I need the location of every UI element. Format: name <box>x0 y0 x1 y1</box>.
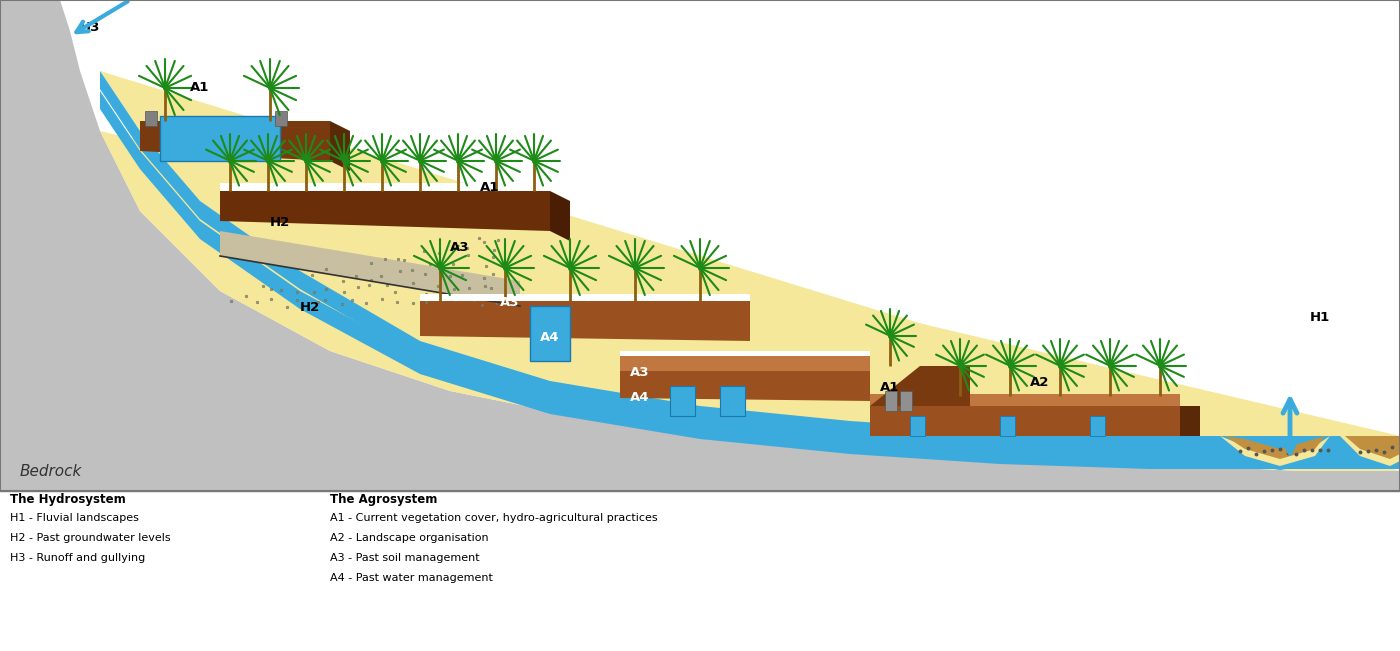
Text: The Hydrosystem: The Hydrosystem <box>10 493 126 506</box>
Polygon shape <box>1345 436 1400 459</box>
Bar <box>620 356 869 371</box>
Bar <box>910 416 925 436</box>
Text: A1: A1 <box>480 181 500 194</box>
Text: A3: A3 <box>449 241 469 254</box>
Text: A4: A4 <box>630 391 650 404</box>
Polygon shape <box>1225 436 1324 459</box>
Text: H3 - Runoff and gullying: H3 - Runoff and gullying <box>10 553 146 563</box>
Bar <box>1091 416 1105 436</box>
Bar <box>869 394 1180 406</box>
Polygon shape <box>140 121 330 161</box>
Polygon shape <box>620 371 869 401</box>
Text: A4 - Past water management: A4 - Past water management <box>330 573 493 583</box>
Bar <box>0 0 1400 491</box>
Bar <box>1000 416 1015 436</box>
Text: H1: H1 <box>1310 311 1330 324</box>
Text: H2 - Past groundwater levels: H2 - Past groundwater levels <box>10 533 171 543</box>
Polygon shape <box>1180 406 1200 436</box>
Polygon shape <box>1235 453 1324 470</box>
Text: A1 - Current vegetation cover, hydro-agricultural practices: A1 - Current vegetation cover, hydro-agr… <box>330 513 658 523</box>
Polygon shape <box>330 121 350 171</box>
Text: A4: A4 <box>540 331 560 344</box>
Polygon shape <box>1340 436 1400 466</box>
Text: A2: A2 <box>1030 376 1050 389</box>
Polygon shape <box>99 91 1400 469</box>
Text: A1: A1 <box>881 381 899 394</box>
Text: A1: A1 <box>190 81 210 94</box>
Polygon shape <box>220 191 550 231</box>
Bar <box>0 491 1400 651</box>
Polygon shape <box>99 71 1400 454</box>
Bar <box>885 391 897 411</box>
Text: The Agrosystem: The Agrosystem <box>330 493 437 506</box>
Bar <box>274 111 287 126</box>
Polygon shape <box>869 366 970 406</box>
Text: A3: A3 <box>500 296 519 309</box>
Bar <box>220 183 550 191</box>
Polygon shape <box>420 301 750 341</box>
Bar <box>146 111 157 126</box>
Bar <box>720 386 745 416</box>
Bar <box>671 386 694 416</box>
Text: H3: H3 <box>80 21 101 34</box>
Text: Bedrock: Bedrock <box>20 464 83 479</box>
Text: H1 - Fluvial landscapes: H1 - Fluvial landscapes <box>10 513 139 523</box>
Polygon shape <box>420 296 750 301</box>
Polygon shape <box>99 71 1400 471</box>
Text: H2: H2 <box>300 301 321 314</box>
Polygon shape <box>0 0 1400 491</box>
Polygon shape <box>550 191 570 241</box>
Polygon shape <box>869 406 1180 436</box>
Polygon shape <box>1219 436 1330 466</box>
Bar <box>620 351 869 356</box>
Text: A3 - Past soil management: A3 - Past soil management <box>330 553 480 563</box>
Bar <box>420 294 750 301</box>
Polygon shape <box>220 231 519 306</box>
Text: A3: A3 <box>630 366 650 379</box>
Text: H2: H2 <box>270 216 290 229</box>
Bar <box>900 391 911 411</box>
Bar <box>160 116 280 161</box>
Text: A2 - Landscape organisation: A2 - Landscape organisation <box>330 533 489 543</box>
Bar <box>531 306 570 361</box>
